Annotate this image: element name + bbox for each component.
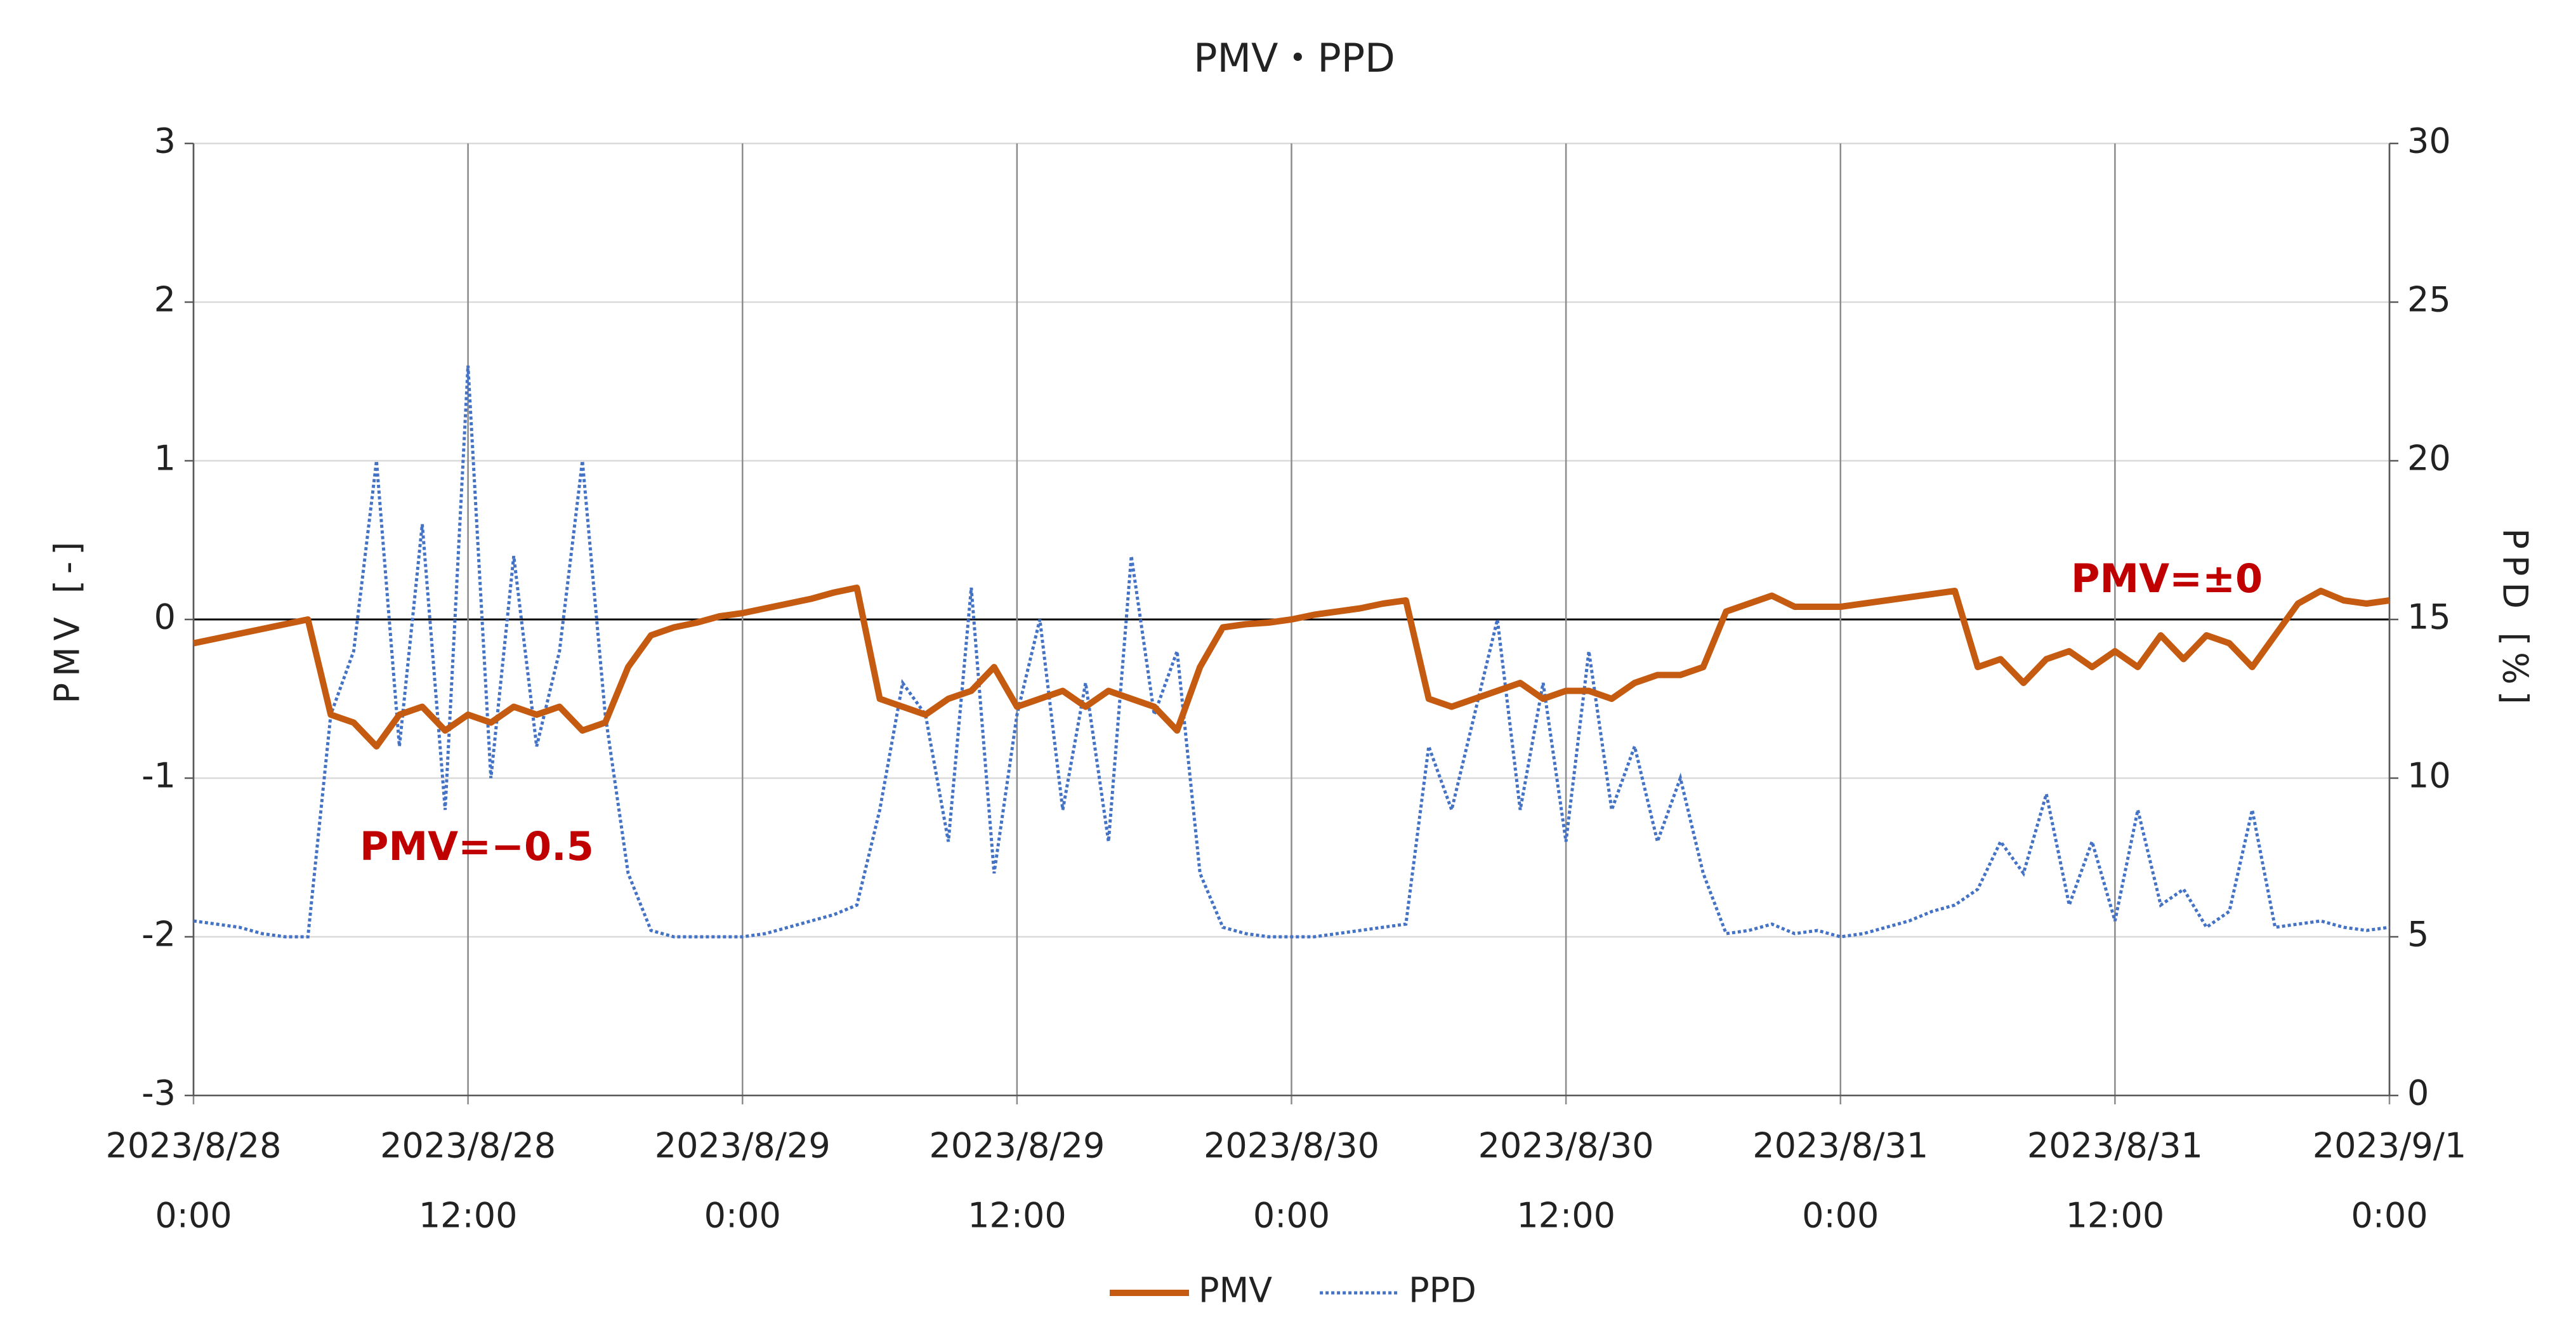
- y2-tick-label: 10: [2407, 756, 2451, 796]
- x-tick-label: 12:00: [2066, 1196, 2165, 1236]
- x-tick-label: 2023/8/28: [106, 1126, 282, 1166]
- x-tick-label: 2023/8/31: [2027, 1126, 2203, 1166]
- y-tick-label: 1: [154, 439, 176, 479]
- x-tick-label: 2023/8/29: [929, 1126, 1105, 1166]
- y-tick-label: 2: [154, 280, 176, 320]
- y2-tick-label: 0: [2407, 1073, 2429, 1113]
- x-tick-label: 2023/8/29: [655, 1126, 831, 1166]
- legend-label: PPD: [1409, 1271, 1476, 1311]
- y2-tick-label: 20: [2407, 439, 2451, 479]
- y2-tick-label: 15: [2407, 597, 2451, 637]
- x-tick-label: 0:00: [1253, 1196, 1330, 1236]
- series-line: [193, 365, 2390, 939]
- annotation: PMV=−0.5: [360, 823, 594, 870]
- chart-title: PMV・PPD: [1193, 35, 1395, 81]
- x-tick-label: 12:00: [968, 1196, 1067, 1236]
- x-tick-label: 2023/8/28: [380, 1126, 556, 1166]
- x-tick-label: 2023/8/31: [1752, 1126, 1928, 1166]
- y2-tick-label: 5: [2407, 915, 2429, 955]
- x-tick-label: 2023/8/30: [1204, 1126, 1379, 1166]
- y2-axis-title: PPD [%]: [2495, 528, 2535, 710]
- x-tick-label: 12:00: [419, 1196, 518, 1236]
- y-tick-label: -2: [141, 915, 176, 955]
- x-tick-label: 0:00: [704, 1196, 781, 1236]
- annotation: PMV=±0: [2071, 555, 2263, 602]
- y2-tick-label: 25: [2407, 280, 2451, 320]
- y-tick-label: 3: [154, 121, 176, 161]
- y-axis-title: PMV [-]: [48, 536, 88, 704]
- x-tick-label: 0:00: [155, 1196, 232, 1236]
- y-tick-label: -1: [141, 756, 176, 796]
- x-tick-label: 0:00: [2351, 1196, 2428, 1236]
- x-tick-label: 0:00: [1802, 1196, 1879, 1236]
- x-tick-label: 2023/8/30: [1478, 1126, 1654, 1166]
- x-tick-label: 2023/9/1: [2313, 1126, 2467, 1166]
- y-tick-label: 0: [154, 597, 176, 637]
- legend-label: PMV: [1199, 1271, 1272, 1311]
- x-tick-label: 12:00: [1516, 1196, 1615, 1236]
- series-line: [192, 585, 2390, 750]
- y2-tick-label: 30: [2407, 121, 2451, 161]
- y-tick-label: -3: [141, 1073, 176, 1113]
